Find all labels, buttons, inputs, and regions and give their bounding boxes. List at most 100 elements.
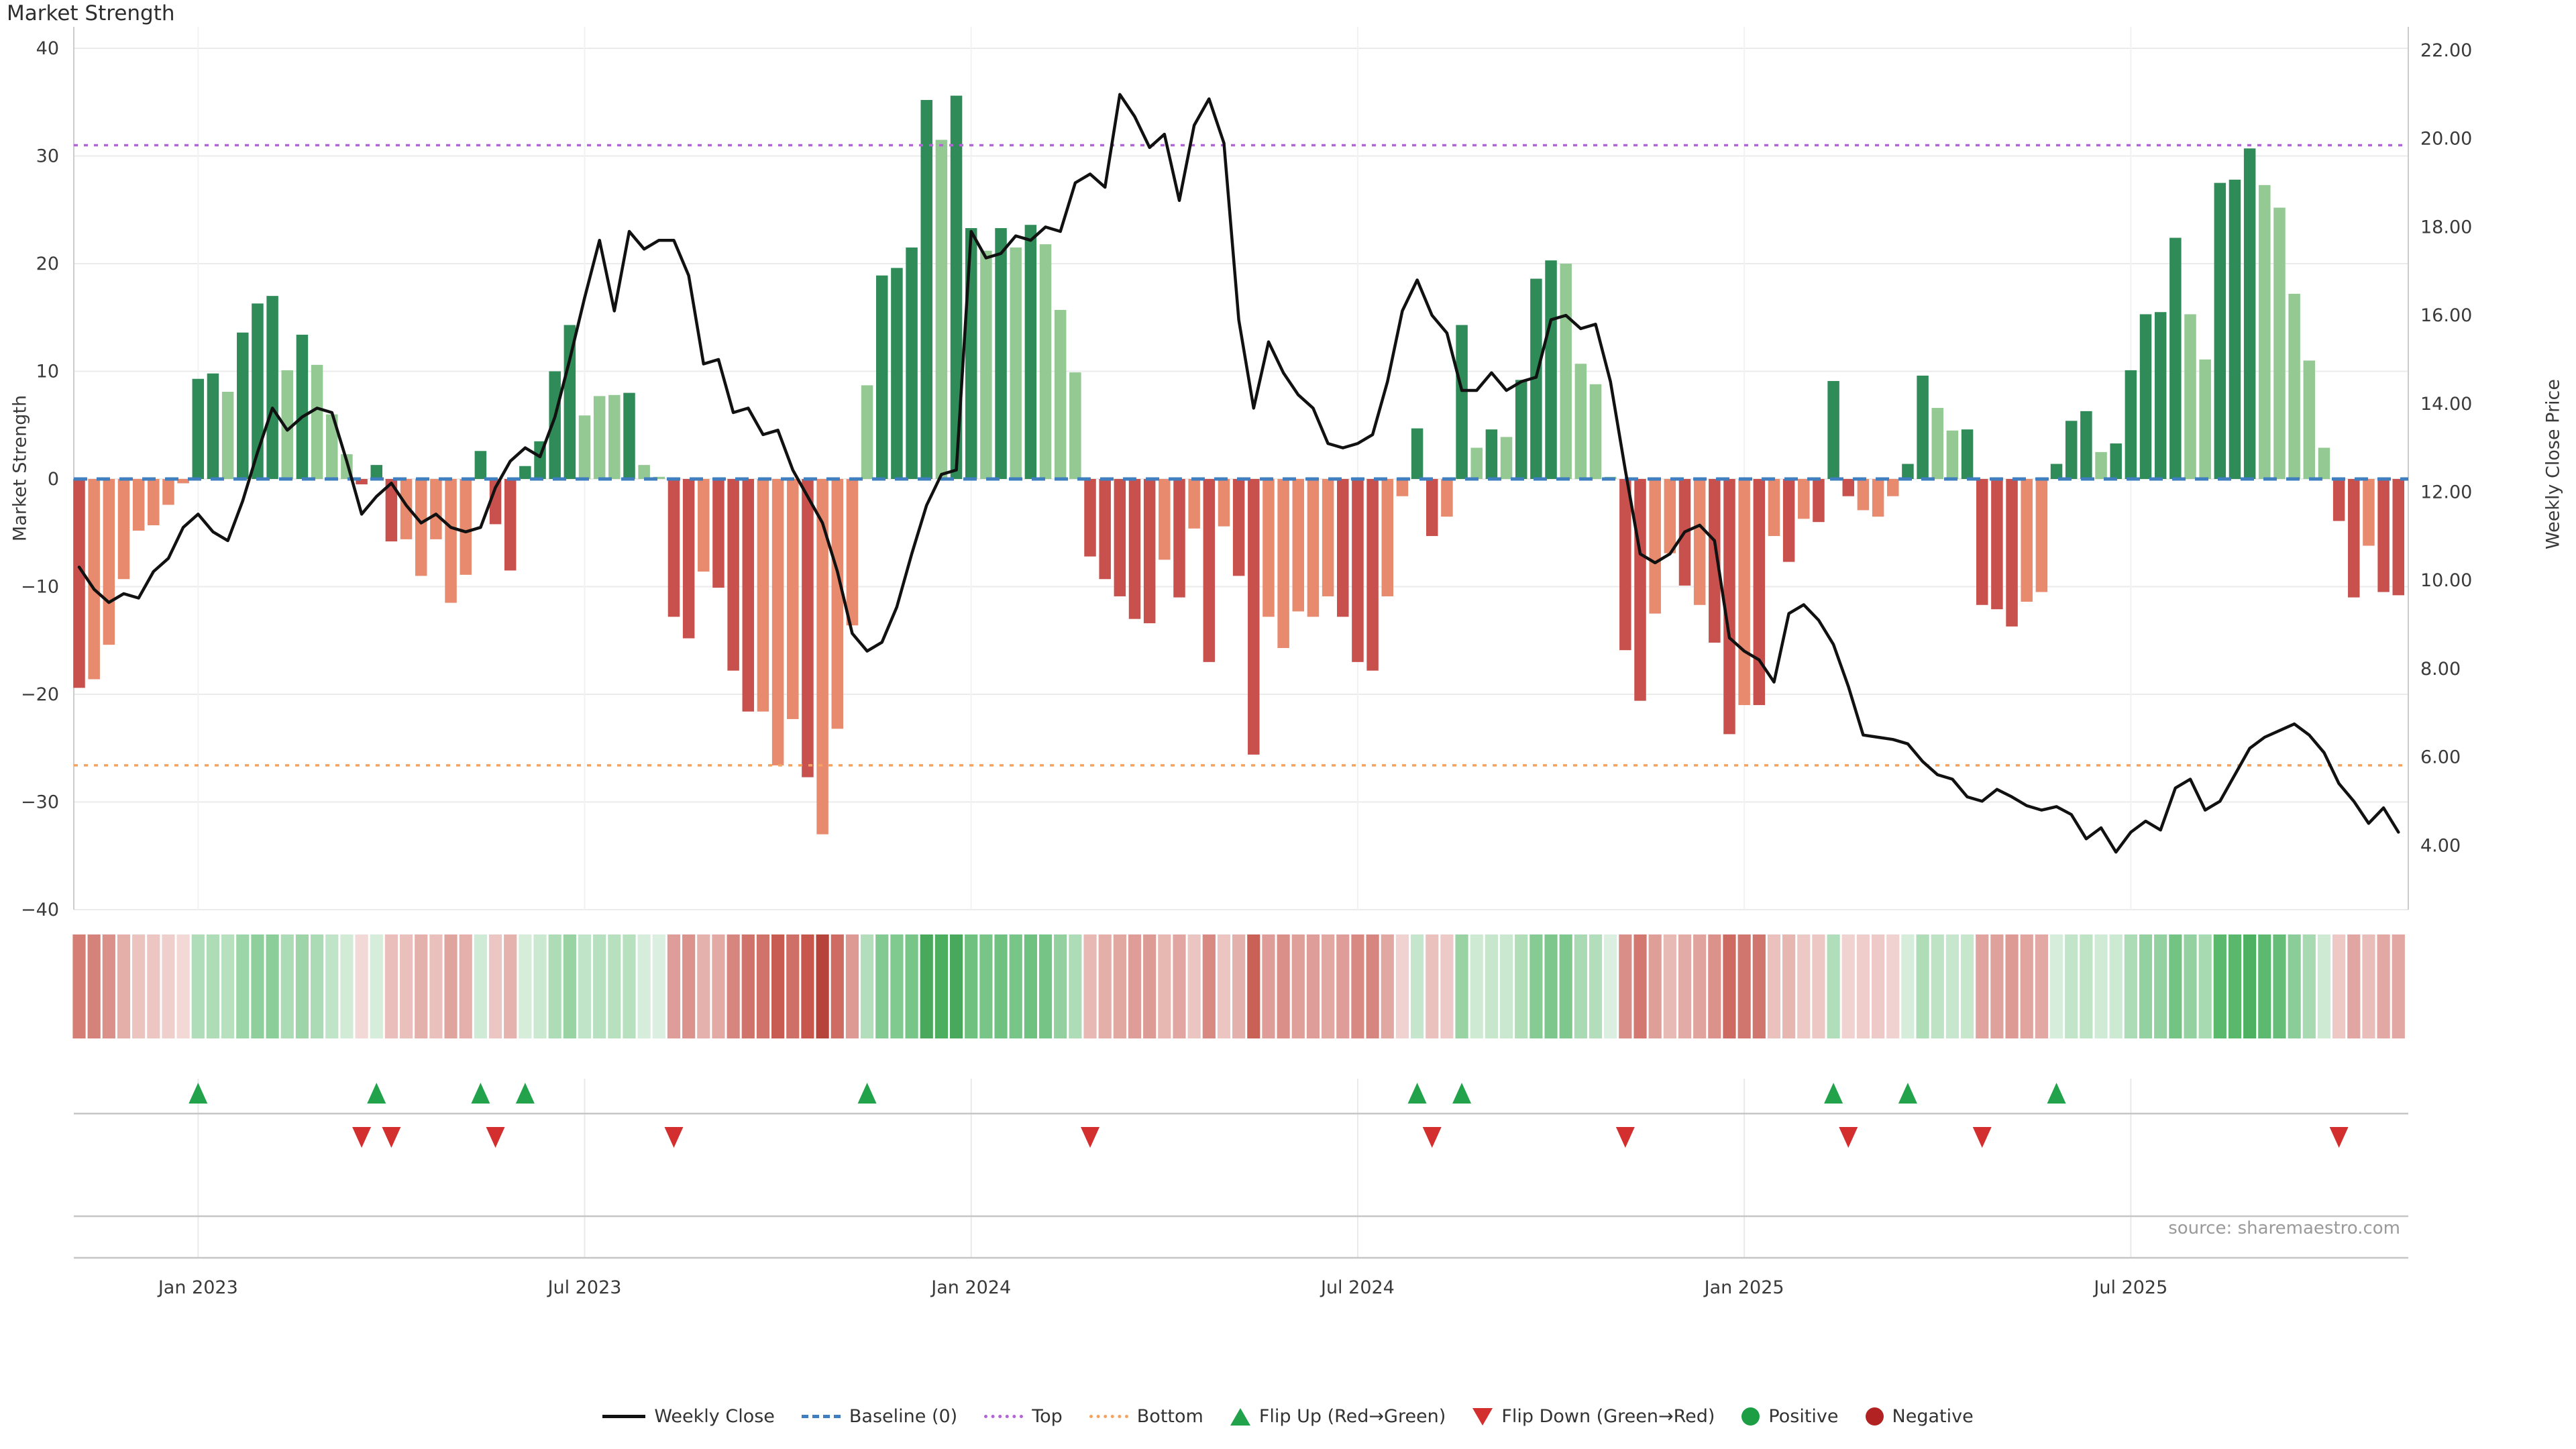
negative-bar (1099, 479, 1111, 580)
negative-bar (148, 479, 160, 526)
flip-down-marker (1081, 1127, 1100, 1148)
heatmap-cell (860, 934, 874, 1038)
legend-item: Top (984, 1406, 1063, 1427)
heatmap-cell (1559, 934, 1572, 1038)
positive-bar (296, 334, 309, 479)
negative-bar (1991, 479, 2003, 610)
heatmap-cell (1322, 934, 1335, 1038)
heatmap-cell (102, 934, 115, 1038)
positive-bar (519, 466, 531, 479)
positive-bar (906, 247, 918, 479)
negative-bar (1738, 479, 1750, 706)
negative-bar (1664, 479, 1676, 553)
positive-bar (2110, 443, 2122, 479)
flip-down-marker (664, 1127, 684, 1148)
heatmap-cell (2332, 934, 2346, 1038)
x-axis-tick-label: Jan 2025 (1703, 1277, 1784, 1298)
positive-bar (1574, 364, 1587, 479)
negative-bar (2377, 479, 2390, 592)
negative-bar (1782, 479, 1795, 562)
heatmap-cell (548, 934, 561, 1038)
right-axis-tick-label: 16.00 (2420, 305, 2472, 326)
heatmap-cell (1426, 934, 1439, 1038)
negative-bar (1768, 479, 1780, 537)
heatmap-cell (2139, 934, 2153, 1038)
positive-bar (2095, 451, 2107, 479)
heatmap-cell (474, 934, 487, 1038)
legend-label: Positive (1768, 1406, 1839, 1427)
negative-bar (787, 479, 799, 719)
heatmap-cell (1202, 934, 1216, 1038)
negative-bar (742, 479, 755, 712)
positive-bar (281, 370, 294, 479)
legend-item: Positive (1741, 1406, 1839, 1427)
negative-bar (2348, 479, 2360, 598)
negative-bar (385, 479, 398, 542)
flip-up-marker (1407, 1083, 1427, 1104)
heatmap-cell (1589, 934, 1603, 1038)
heatmap-cell (1083, 934, 1097, 1038)
left-axis-tick-label: 30 (36, 146, 59, 167)
positive-bar (370, 465, 382, 479)
negative-bar (356, 479, 368, 485)
heatmap-cell (697, 934, 710, 1038)
positive-bar (252, 303, 264, 479)
positive-bar (266, 296, 278, 479)
flip-up-marker (189, 1083, 208, 1104)
heatmap-cell (1054, 934, 1067, 1038)
flip-down-marker (2329, 1127, 2349, 1148)
heatmap-cell (117, 934, 131, 1038)
heatmap-cell (1752, 934, 1766, 1038)
heatmap-cell (355, 934, 368, 1038)
negative-bar (103, 479, 115, 645)
heatmap-cell (1841, 934, 1855, 1038)
positive-bar (1515, 380, 1527, 479)
positive-bar (1530, 278, 1542, 479)
heatmap-cell (1098, 934, 1112, 1038)
positive-bar (875, 275, 888, 479)
legend-label: Negative (1892, 1406, 1974, 1427)
negative-bar (1084, 479, 1096, 557)
negative-bar (1723, 479, 1735, 735)
negative-bar (1128, 479, 1141, 619)
heatmap-cell (1633, 934, 1647, 1038)
negative-bar (816, 479, 828, 835)
negative-bar (771, 479, 784, 765)
flip-up-marker (515, 1083, 535, 1104)
heatmap-cell (1232, 934, 1246, 1038)
negative-bar (1798, 479, 1810, 519)
heatmap-cell (132, 934, 146, 1038)
flip-down-marker (486, 1127, 505, 1148)
negative-bar (400, 479, 413, 539)
legend-label: Bottom (1136, 1406, 1203, 1427)
heatmap-cell (236, 934, 250, 1038)
heatmap-cell (652, 934, 665, 1038)
negative-bar (2363, 479, 2375, 546)
heatmap-cell (1038, 934, 1053, 1038)
legend-item: Negative (1865, 1406, 1974, 1427)
positive-bar (1946, 430, 1959, 479)
heatmap-cell (1723, 934, 1736, 1038)
heatmap-cell (1277, 934, 1290, 1038)
positive-bar (1545, 260, 1557, 479)
negative-bar (846, 479, 859, 626)
positive-bar (1827, 380, 1839, 479)
heatmap-cell (176, 934, 190, 1038)
source-credit: source: sharemaestro.com (2168, 1218, 2400, 1238)
positive-bar (1931, 408, 1943, 479)
positive-bar (623, 392, 635, 479)
heatmap-cell (801, 934, 814, 1038)
negative-bar (1842, 479, 1855, 496)
heatmap-cell (756, 934, 770, 1038)
positive-bar (1485, 429, 1498, 479)
left-axis-tick-label: 10 (36, 362, 59, 382)
positive-bar (2214, 182, 2226, 479)
heatmap-cell (1499, 934, 1513, 1038)
heatmap-cell (1470, 934, 1483, 1038)
flip-up-marker (471, 1083, 490, 1104)
heatmap-cell (875, 934, 889, 1038)
x-axis-tick-label: Jan 2024 (930, 1277, 1011, 1298)
negative-bar (1322, 479, 1334, 596)
negative-bar (1426, 479, 1438, 537)
heatmap-cell (399, 934, 413, 1038)
